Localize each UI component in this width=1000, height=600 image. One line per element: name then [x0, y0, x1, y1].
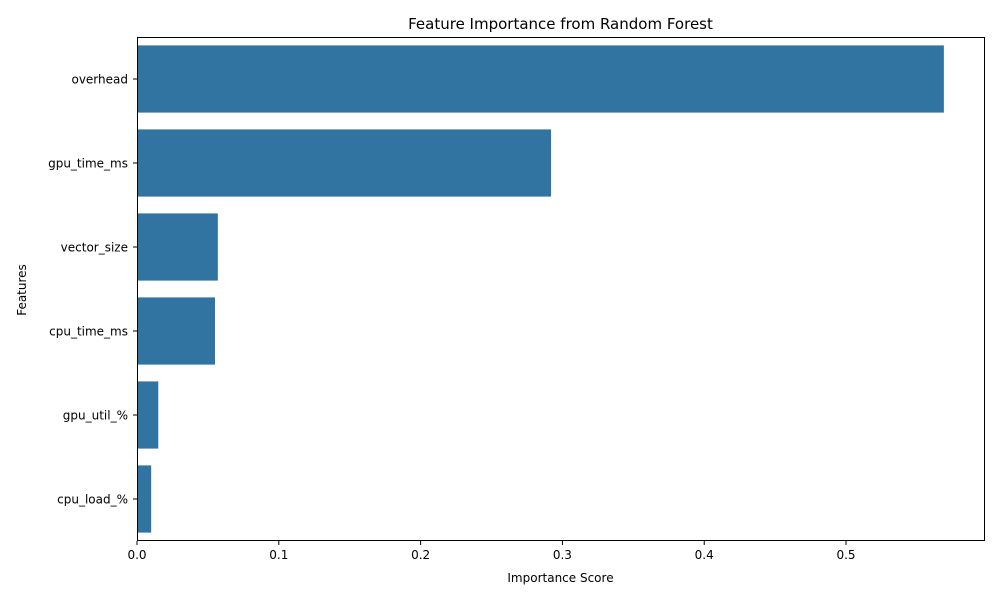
y-tick-label: gpu_time_ms: [48, 157, 128, 171]
bar-cpu-time-ms: [137, 297, 215, 365]
bar-vector-size: [137, 213, 218, 281]
chart-title: Feature Importance from Random Forest: [408, 15, 713, 33]
y-tick-label: overhead: [71, 73, 128, 87]
y-axis-ticks: overhead gpu_time_ms vector_size cpu_time_m…: [48, 73, 137, 507]
x-tick-label: 0.4: [695, 548, 714, 562]
y-tick-label: cpu_time_ms: [49, 325, 128, 339]
bar-gpu-time-ms: [137, 129, 552, 197]
x-tick-label: 0.2: [411, 548, 430, 562]
x-tick-label: 0.5: [836, 548, 855, 562]
x-tick-label: 0.1: [269, 548, 288, 562]
x-tick-label: 0.3: [553, 548, 572, 562]
x-axis-ticks: 0.0 0.1 0.2 0.3 0.4 0.5: [127, 541, 856, 562]
bars-group: [137, 45, 944, 533]
y-tick-label: cpu_load_%: [57, 493, 128, 507]
x-tick-label: 0.0: [127, 548, 146, 562]
plot-frame: [137, 37, 985, 541]
bar-overhead: [137, 45, 944, 113]
y-axis-title: Features: [15, 264, 29, 316]
y-tick-label: gpu_util_%: [63, 409, 128, 423]
bar-gpu-util: [137, 381, 159, 449]
bar-cpu-load: [137, 465, 152, 533]
y-tick-label: vector_size: [61, 241, 128, 255]
x-axis-title: Importance Score: [507, 571, 613, 585]
